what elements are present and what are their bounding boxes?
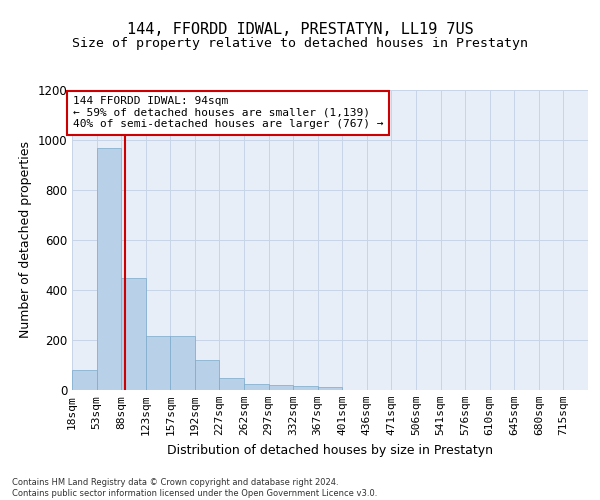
- Bar: [318, 387, 342, 390]
- Bar: [244, 384, 269, 390]
- Text: Contains HM Land Registry data © Crown copyright and database right 2024.
Contai: Contains HM Land Registry data © Crown c…: [12, 478, 377, 498]
- Bar: [170, 336, 195, 390]
- Bar: [220, 378, 244, 390]
- Bar: [121, 278, 146, 390]
- Text: 144, FFORDD IDWAL, PRESTATYN, LL19 7US: 144, FFORDD IDWAL, PRESTATYN, LL19 7US: [127, 22, 473, 38]
- Y-axis label: Number of detached properties: Number of detached properties: [19, 142, 32, 338]
- Bar: [146, 336, 170, 390]
- Bar: [72, 370, 97, 390]
- Bar: [195, 360, 220, 390]
- Bar: [97, 148, 121, 390]
- X-axis label: Distribution of detached houses by size in Prestatyn: Distribution of detached houses by size …: [167, 444, 493, 456]
- Bar: [269, 384, 293, 390]
- Text: 144 FFORDD IDWAL: 94sqm
← 59% of detached houses are smaller (1,139)
40% of semi: 144 FFORDD IDWAL: 94sqm ← 59% of detache…: [73, 96, 383, 130]
- Bar: [293, 386, 318, 390]
- Text: Size of property relative to detached houses in Prestatyn: Size of property relative to detached ho…: [72, 38, 528, 51]
